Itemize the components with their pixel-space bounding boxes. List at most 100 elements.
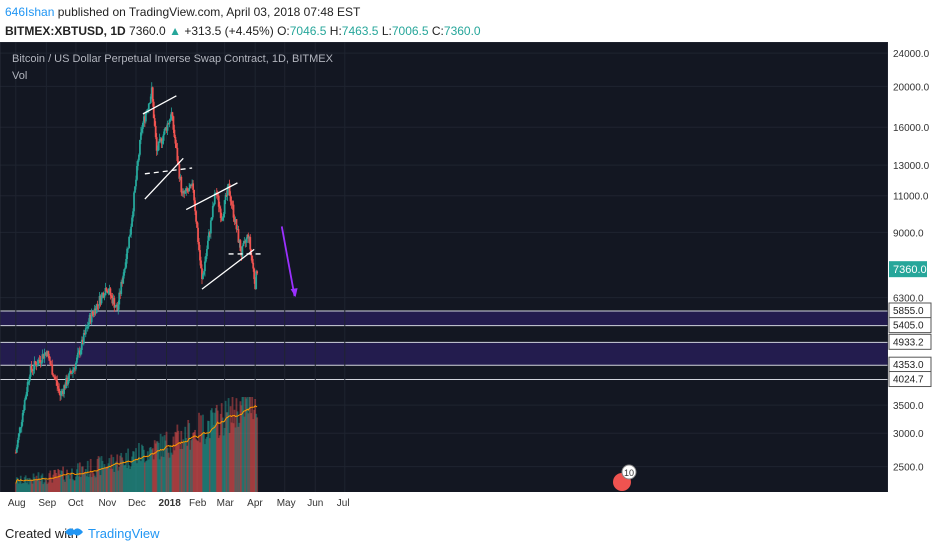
candle-body [156, 150, 159, 152]
time-axis[interactable]: Aug Sep Oct Nov Dec 2018 Feb Mar Apr May Jun Jul [0, 492, 932, 512]
candle-body [23, 400, 26, 411]
volume-bar [242, 397, 245, 492]
volume-bar [167, 452, 170, 492]
candle-body [218, 206, 221, 209]
footer: Created with TradingView [0, 512, 932, 550]
volume-bar [114, 462, 117, 492]
price-tick-label: 20000.0 [893, 82, 930, 93]
zones-layer [0, 310, 888, 381]
volume-bar [67, 475, 69, 492]
tradingview-brand[interactable]: TradingView [88, 526, 160, 541]
candle-body [251, 255, 254, 263]
candle-body [175, 143, 178, 148]
volume-bar [44, 477, 47, 492]
volume-bar [245, 398, 248, 492]
candle-body [70, 370, 72, 374]
volume-bar [87, 476, 90, 492]
volume-bar [175, 432, 178, 492]
candle-body [101, 293, 104, 295]
candle-body [170, 112, 173, 120]
volume-bar [29, 479, 32, 492]
chart-area[interactable]: Bitcoin / US Dollar Perpetual Inverse Sw… [0, 41, 932, 513]
candle-body [92, 313, 95, 315]
volume-bar [154, 443, 157, 492]
candle-body [169, 119, 172, 121]
candle-body [219, 208, 222, 219]
volume-bar [164, 440, 167, 492]
candle-body [103, 295, 106, 298]
event-marker[interactable]: 10 [613, 464, 637, 491]
close-label: C: [431, 24, 444, 38]
candle-body [15, 447, 18, 453]
candle-body [173, 129, 176, 138]
volume-bar [180, 430, 183, 492]
volume-bar [30, 480, 33, 492]
candle-body [19, 427, 22, 429]
volume-bar [155, 441, 158, 492]
volume-bar [163, 435, 166, 492]
volume-bar [246, 397, 249, 492]
volume-bar [38, 478, 41, 492]
candle-body [96, 304, 99, 306]
volume-bar [171, 454, 174, 492]
volume-bar [19, 475, 22, 492]
candle-body [141, 128, 143, 133]
volume-bar [118, 466, 121, 492]
volume-bar [34, 480, 37, 492]
candle-body [128, 236, 130, 249]
candle-body [235, 219, 238, 230]
volume-bar [126, 468, 129, 492]
support-zone [0, 310, 888, 326]
volume-bar [112, 457, 115, 492]
candle-body [51, 364, 54, 375]
volume-bar [232, 423, 235, 492]
volume-bar [14, 483, 17, 492]
candle-body [216, 195, 219, 197]
candle-body [33, 361, 36, 370]
candle-body [106, 290, 109, 293]
volume-bar [59, 474, 62, 492]
candle-body [89, 314, 92, 323]
volume-bar [183, 443, 186, 492]
volume-bar [105, 467, 108, 492]
candle-body [109, 288, 112, 296]
candle-body [81, 339, 84, 344]
volume-bar [247, 413, 250, 492]
volume-bar [152, 459, 155, 492]
volume-bar [51, 482, 54, 492]
volume-bar [151, 448, 154, 492]
volume-bar [215, 404, 218, 492]
candle-body [53, 376, 56, 378]
volume-bar [165, 431, 168, 492]
symbol-name: BITMEX:XBTUSD, 1D [5, 24, 126, 38]
candle-body [50, 364, 53, 366]
author-link[interactable]: 646Ishan [5, 5, 55, 19]
event-badge-count: 10 [624, 468, 634, 478]
candle-body [17, 433, 20, 440]
candle-body [225, 194, 228, 196]
volume-bar [102, 468, 105, 492]
candle-body [21, 413, 24, 423]
volume-bar [185, 437, 188, 492]
volume-bar [236, 411, 239, 492]
level-price-label: 5405.0 [893, 321, 924, 332]
volume-bar [124, 464, 127, 492]
candle-body [190, 184, 193, 186]
candle-body [232, 204, 235, 218]
volume-bar [141, 444, 143, 492]
volume-bar [39, 481, 42, 492]
candle-body [114, 306, 117, 308]
price-tick-label: 2500.0 [893, 463, 924, 474]
volume-bar [187, 419, 190, 492]
candle-body [160, 138, 163, 144]
volume-bar [133, 451, 135, 492]
volume-bar [75, 469, 78, 492]
price-chart[interactable]: Bitcoin / US Dollar Perpetual Inverse Sw… [0, 41, 932, 513]
candle-body [73, 368, 75, 370]
channel-line [201, 248, 255, 290]
candle-body [86, 326, 89, 328]
volume-bar [177, 430, 180, 492]
candle-body [82, 333, 85, 344]
volume-bar [249, 397, 252, 492]
candle-body [220, 218, 223, 221]
